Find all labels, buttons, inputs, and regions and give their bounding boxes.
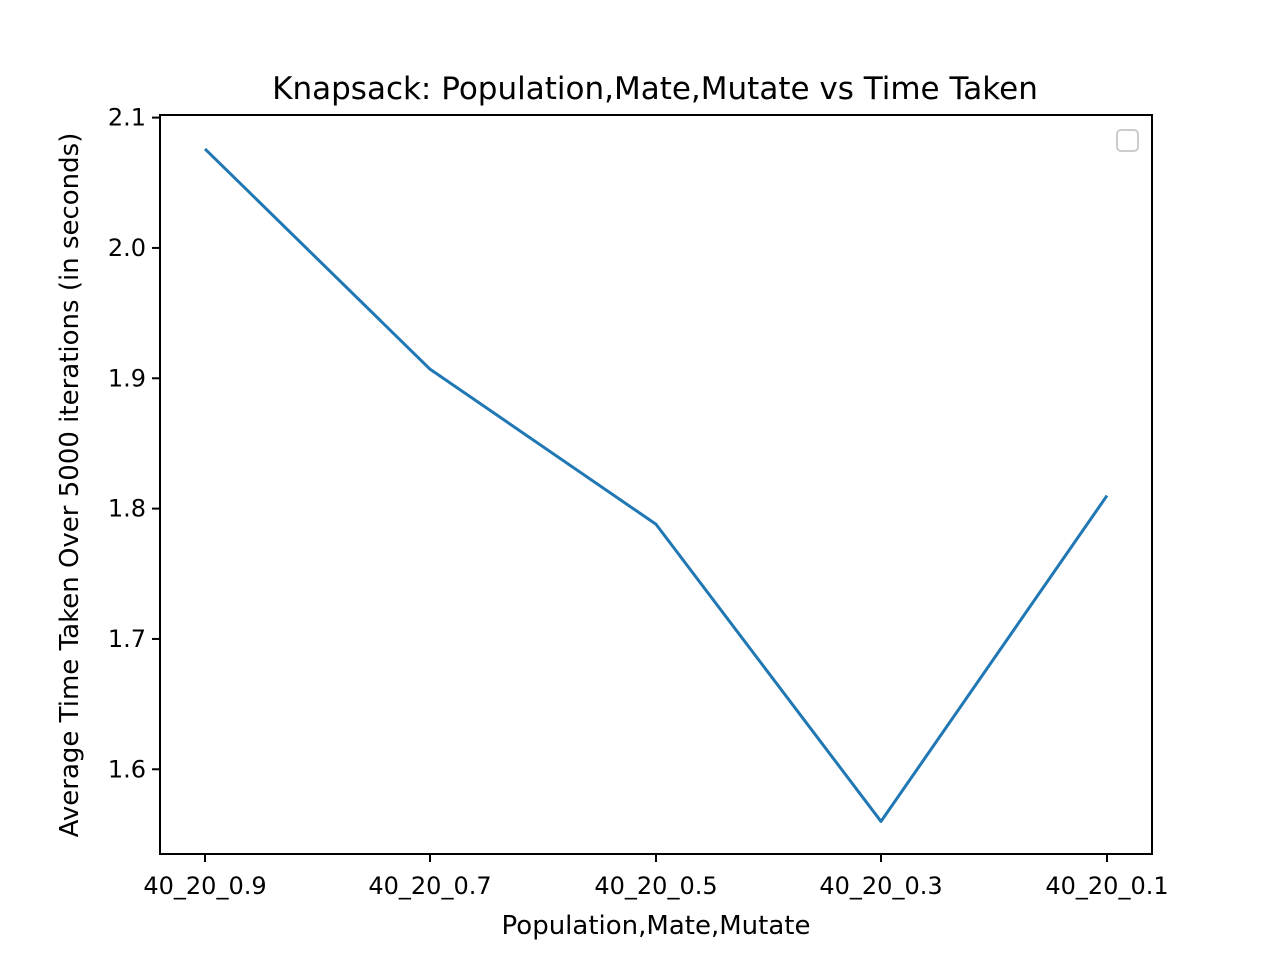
y-tick-label: 2.1 [108, 104, 146, 132]
x-tick-label: 40_20_0.9 [143, 872, 266, 900]
x-axis-ticks: 40_20_0.9 40_20_0.7 40_20_0.5 40_20_0.3 40_2… [143, 854, 1169, 900]
y-tick-label: 1.6 [108, 755, 146, 783]
x-tick-label: 40_20_0.3 [819, 872, 942, 900]
series-line-time-taken [203, 147, 1109, 823]
plot-area-frame [159, 114, 1153, 855]
x-tick-label: 40_20_0.1 [1045, 872, 1168, 900]
x-tick-label: 40_20_0.5 [594, 872, 717, 900]
y-tick-label: 1.7 [108, 625, 146, 653]
chart-title: Knapsack: Population,Mate,Mutate vs Time… [272, 71, 1038, 107]
y-axis-ticks: 1.6 1.7 1.8 1.9 2.0 2.1 [108, 104, 160, 783]
y-tick-label: 2.0 [108, 234, 146, 262]
y-tick-label: 1.9 [108, 364, 146, 392]
y-axis-label: Average Time Taken Over 5000 iterations … [55, 133, 85, 838]
x-axis-label: Population,Mate,Mutate [502, 911, 811, 941]
legend-box [1116, 129, 1139, 152]
y-tick-label: 1.8 [108, 495, 146, 523]
x-tick-label: 40_20_0.7 [368, 872, 491, 900]
